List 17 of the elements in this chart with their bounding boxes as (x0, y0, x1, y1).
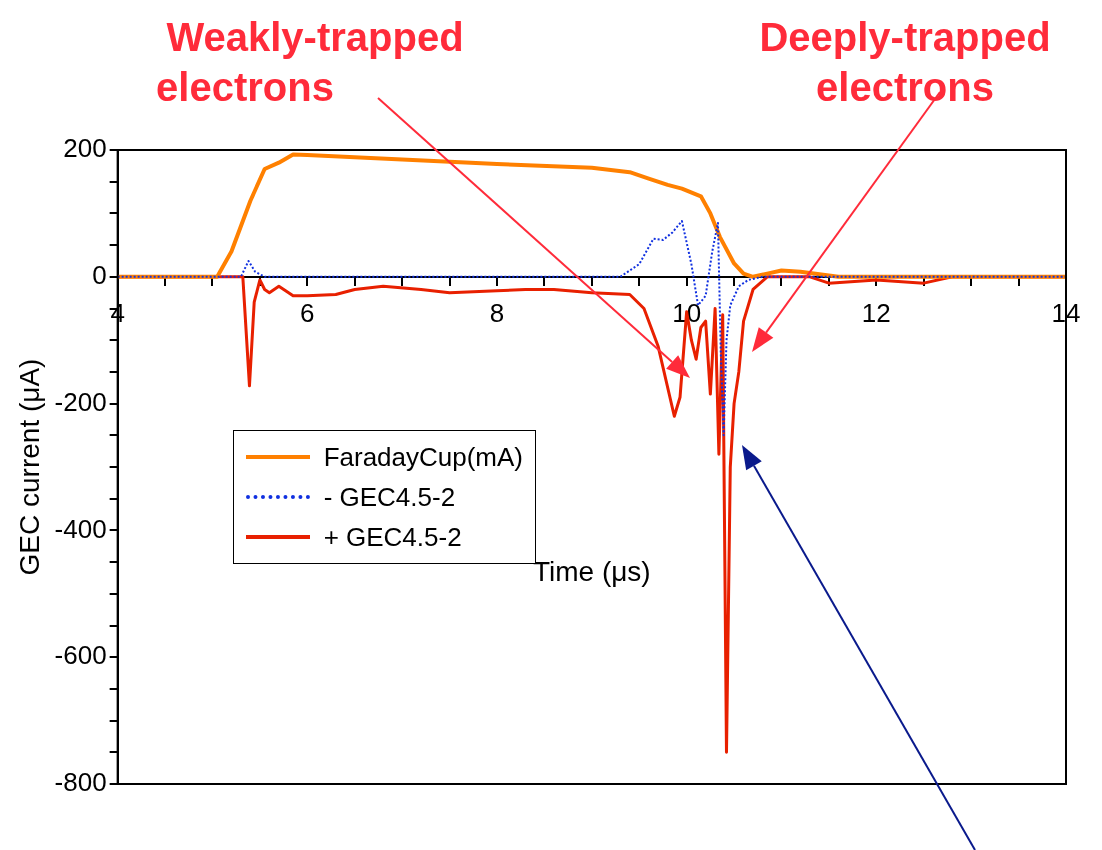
x-tick-label: 12 (861, 297, 891, 328)
x-axis-title: Time (μs) (532, 555, 651, 587)
y-tick-label: -200 (54, 386, 107, 417)
y-axis-title: GEC current (μA) (13, 358, 45, 576)
y-tick-label: -400 (54, 513, 107, 544)
y-tick-label: 0 (92, 259, 107, 290)
y-tick-label: -800 (54, 767, 107, 798)
x-tick-label: 8 (489, 297, 505, 328)
text: Deeply-trapped electrons (759, 15, 1051, 110)
text: Weakly-trapped electrons (156, 15, 464, 110)
x-tick-label: 10 (672, 297, 702, 328)
x-tick-label: 6 (300, 297, 315, 328)
legend-label: + GEC4.5-2 (323, 521, 462, 553)
legend-label: FaradayCup(mA) (323, 441, 524, 473)
legend-label: - GEC4.5-2 (323, 481, 456, 513)
y-tick-label: 200 (63, 133, 107, 164)
y-tick-label: -600 (54, 640, 107, 671)
